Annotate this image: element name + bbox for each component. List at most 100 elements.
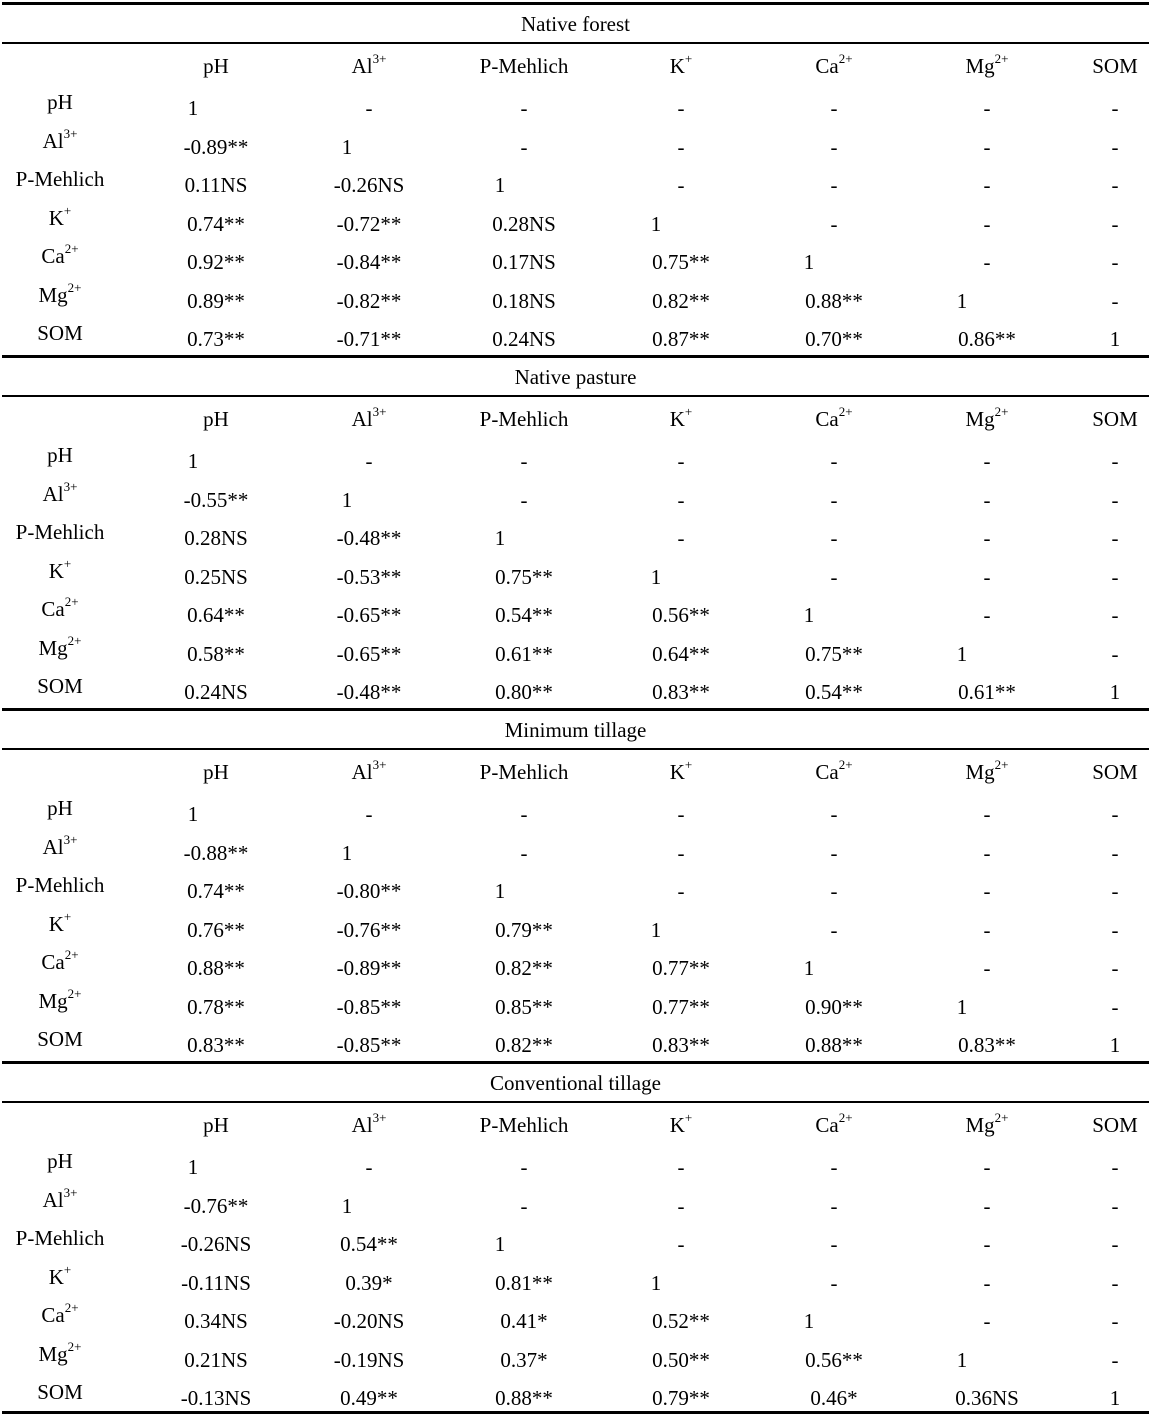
column-header-base: P-Mehlich	[479, 407, 569, 431]
column-header-base: Al	[351, 1113, 373, 1137]
table-cell: -	[983, 1155, 991, 1179]
column-header: SOM	[1092, 1113, 1138, 1137]
table-cell: 0.61**	[495, 641, 553, 666]
column-header-superscript: 2+	[838, 1110, 853, 1125]
row-header-base: K	[48, 205, 64, 230]
table-cell: 0.34NS	[184, 1309, 248, 1333]
table-cell: -	[1111, 840, 1119, 865]
table-cell: 1	[341, 1193, 353, 1218]
row-header-base: P-Mehlich	[15, 520, 105, 544]
column-header-base: Al	[351, 407, 373, 431]
row-header-base: Ca	[41, 950, 65, 974]
table-cell: 0.54**	[340, 1232, 398, 1256]
table-cell: -0.48**	[336, 680, 402, 704]
column-header: Al3+	[352, 758, 387, 784]
table-cell: 1	[1109, 327, 1121, 351]
table-cell: 0.75**	[805, 641, 863, 666]
table-cell: -	[677, 879, 685, 903]
table-cell: 1	[187, 1155, 199, 1179]
column-header-superscript: 2+	[838, 404, 853, 419]
row-header: pH	[47, 443, 73, 467]
table-cell: -	[983, 526, 991, 550]
table-cell: -	[520, 449, 528, 473]
table-cell: -	[983, 564, 991, 589]
table-cell: -	[830, 1193, 838, 1218]
table-cell: 0.80**	[495, 680, 553, 704]
row-header-superscript: 3+	[63, 478, 78, 494]
table-cell: -	[1111, 603, 1119, 627]
row-header: SOM	[37, 674, 83, 698]
table-cell: -	[983, 802, 991, 826]
table-cell: -	[1111, 134, 1119, 159]
row-header-superscript: +	[63, 555, 72, 571]
row-header: Al3+	[42, 478, 78, 506]
row-header-base: Mg	[38, 988, 68, 1013]
table-cell: -	[677, 802, 685, 826]
table-cell: 1	[494, 526, 506, 550]
row-header-base: Mg	[38, 1341, 68, 1366]
table-cell: -	[677, 487, 685, 512]
table-cell: -0.26NS	[180, 1232, 252, 1256]
column-header-base: SOM	[1092, 1113, 1138, 1137]
column-header-base: K	[669, 1113, 685, 1137]
row-header: Ca2+	[41, 595, 78, 621]
column-header: K+	[670, 52, 693, 78]
row-header: pH	[47, 90, 73, 114]
table-cell: -	[1111, 956, 1119, 980]
table-section: Native pasture pH Al3+ P-Mehlich K+ Ca2+ Mg2+ S…	[0, 355, 1151, 708]
table-cell: -	[983, 211, 991, 236]
table-cell: 0.58**	[187, 641, 245, 666]
table-cell: 1	[1109, 680, 1121, 704]
table-cell: -	[1111, 173, 1119, 197]
table-cell: 0.41*	[500, 1309, 548, 1333]
table-cell: 1	[650, 564, 662, 589]
row-header-base: pH	[47, 90, 73, 114]
table-cell: 1	[803, 956, 815, 980]
table-cell: 0.86**	[958, 327, 1016, 351]
column-header-base: Mg	[965, 760, 995, 784]
table-cell: -	[520, 96, 528, 120]
table-cell: -0.11NS	[181, 1270, 251, 1295]
table-cell: 0.21NS	[184, 1347, 248, 1372]
table-cell: -	[1111, 211, 1119, 236]
column-header-superscript: +	[684, 757, 693, 772]
table-cell: 0.28NS	[492, 211, 556, 236]
table-cell: 1	[187, 802, 199, 826]
table-cell: -	[677, 1232, 685, 1256]
table-cell: -	[830, 134, 838, 159]
column-header-base: K	[669, 760, 685, 784]
table-cell: 0.92**	[187, 250, 245, 274]
table-cell: -0.26NS	[333, 173, 405, 197]
table-cell: 0.88**	[495, 1386, 553, 1410]
table-cell: -	[677, 840, 685, 865]
table-cell: -	[830, 96, 838, 120]
table-cell: -	[677, 526, 685, 550]
column-header-base: P-Mehlich	[479, 1113, 569, 1137]
table-cell: -	[830, 487, 838, 512]
column-header: Mg2+	[965, 405, 1008, 431]
row-header-base: Ca	[41, 597, 65, 621]
table-cell: -0.53**	[336, 564, 402, 589]
table-cell: -0.88**	[183, 840, 249, 865]
table-cell: -0.65**	[336, 603, 402, 627]
row-header-base: P-Mehlich	[15, 1226, 105, 1250]
row-header: pH	[47, 1149, 73, 1173]
row-header: SOM	[37, 1027, 83, 1051]
table-cell: -	[1111, 1309, 1119, 1333]
table-cell: 0.74**	[187, 211, 245, 236]
column-header-base: Ca	[815, 1113, 839, 1137]
column-header: Ca2+	[815, 1110, 853, 1137]
row-header: K+	[49, 555, 72, 583]
row-header: Ca2+	[41, 948, 78, 974]
row-header-base: pH	[47, 1149, 73, 1173]
row-header-base: K	[48, 911, 64, 936]
section-top-rule	[2, 708, 1149, 711]
table-cell: 0.18NS	[492, 288, 556, 313]
table-cell: 0.36NS	[955, 1386, 1019, 1410]
row-header-base: Al	[42, 834, 64, 859]
table-cell: -	[983, 956, 991, 980]
column-header-base: K	[669, 407, 685, 431]
row-header-base: Al	[42, 481, 64, 506]
column-header-base: pH	[203, 760, 229, 784]
column-header-superscript: +	[684, 404, 693, 419]
